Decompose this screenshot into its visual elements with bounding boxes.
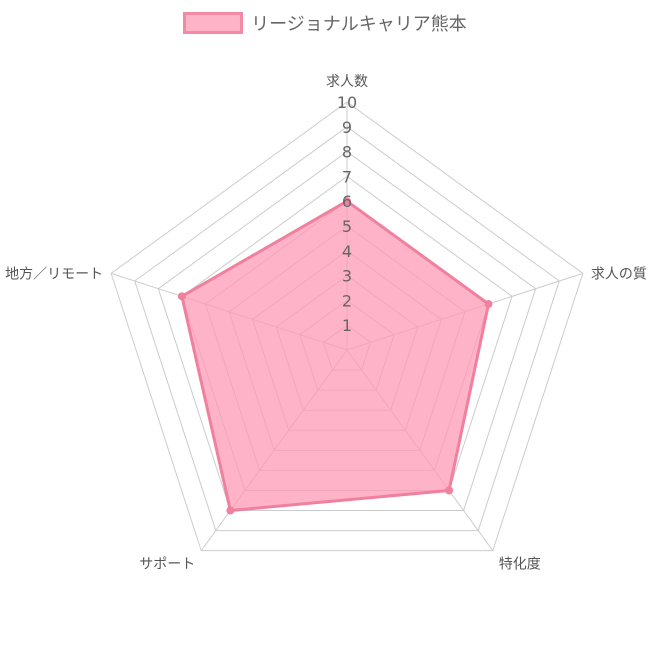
tick-label: 7 <box>342 167 352 186</box>
tick-label: 1 <box>342 316 352 335</box>
data-point <box>445 486 454 495</box>
series-area <box>180 199 491 513</box>
grid-ring <box>157 150 537 512</box>
tick-label: 8 <box>342 143 352 162</box>
tick-label: 3 <box>342 267 352 286</box>
tick-label: 4 <box>342 242 352 261</box>
tick-label: 2 <box>342 291 352 310</box>
tick-label: 10 <box>337 93 357 112</box>
legend-swatch <box>183 12 244 34</box>
category-label: サポート <box>139 557 195 573</box>
tick-label: 6 <box>342 192 352 211</box>
tick-label: 9 <box>342 118 352 137</box>
data-point <box>343 197 351 206</box>
legend[interactable]: リージョナルキャリア熊本 <box>0 10 650 36</box>
category-label: 求人の質 <box>591 266 647 282</box>
category-label: 特化度 <box>499 557 541 573</box>
legend-label: リージョナルキャリア熊本 <box>251 14 467 35</box>
category-label: 地方／リモート <box>5 266 103 282</box>
grid-ring <box>110 101 584 552</box>
data-point <box>177 292 186 301</box>
data-point <box>484 300 493 309</box>
category-label: 求人数 <box>326 74 368 90</box>
tick-label: 5 <box>342 217 352 236</box>
grid-ring <box>134 126 560 532</box>
data-point <box>226 506 235 515</box>
